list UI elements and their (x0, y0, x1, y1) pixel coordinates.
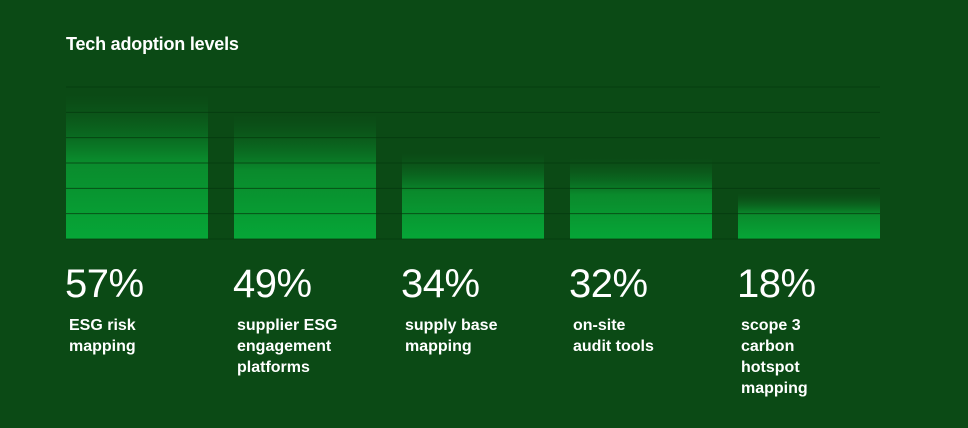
bar (570, 157, 712, 239)
category-label: supplier ESG engagement platforms (237, 317, 338, 376)
value-label: 32% (569, 262, 648, 306)
bar (234, 114, 376, 239)
category-label: on-site audit tools (573, 317, 654, 355)
category-label: ESG risk mapping (69, 317, 136, 355)
value-label: 34% (401, 262, 480, 306)
bar (66, 94, 208, 239)
bar (738, 193, 880, 239)
value-label: 49% (233, 262, 312, 306)
value-label: 18% (737, 262, 816, 306)
category-label: supply base mapping (405, 317, 498, 355)
category-label: scope 3 carbon hotspot mapping (741, 317, 808, 397)
value-label: 57% (65, 262, 144, 306)
chart-title: Tech adoption levels (66, 34, 239, 54)
bar (402, 152, 544, 239)
